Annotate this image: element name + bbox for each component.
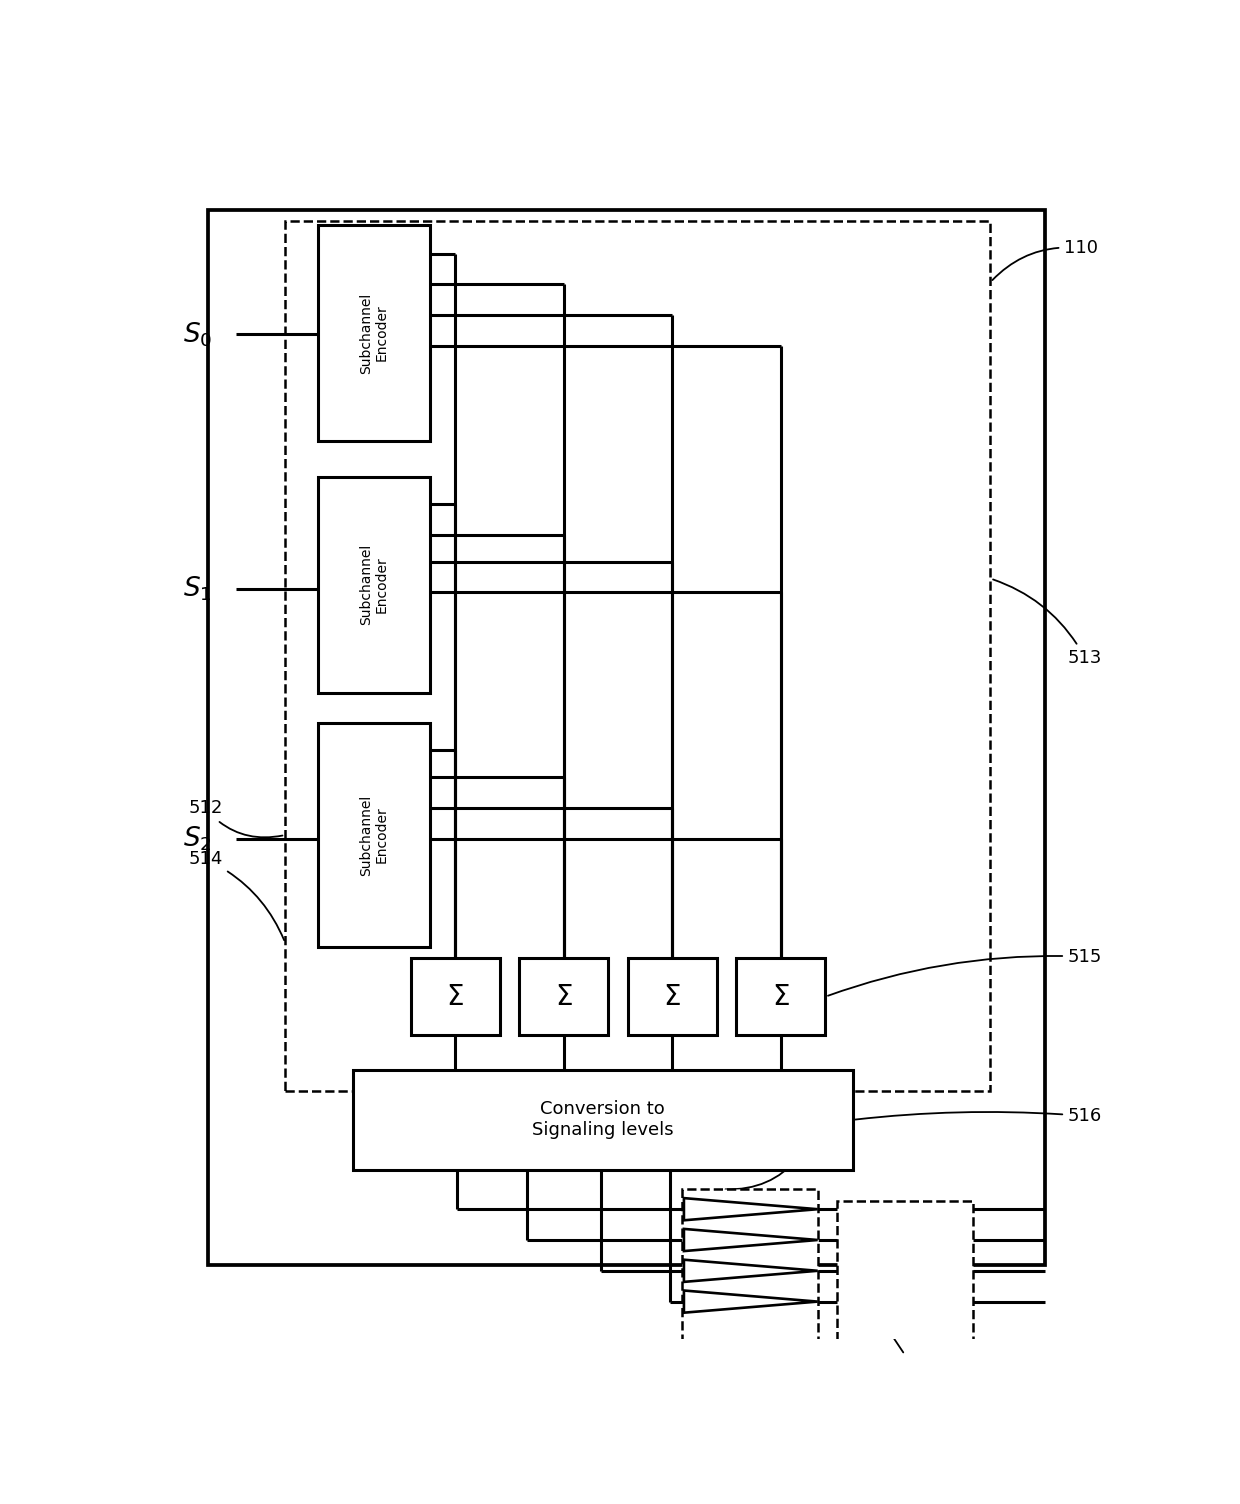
Text: 513: 513 xyxy=(993,579,1102,666)
Bar xyxy=(317,477,430,692)
Bar xyxy=(737,958,826,1035)
Text: $S_2$: $S_2$ xyxy=(184,824,212,853)
Text: Conversion to
Signaling levels: Conversion to Signaling levels xyxy=(532,1101,673,1140)
Bar xyxy=(410,958,500,1035)
Bar xyxy=(352,1069,853,1170)
Bar xyxy=(317,226,430,441)
Text: $\Sigma$: $\Sigma$ xyxy=(556,982,573,1011)
Text: $S_0$: $S_0$ xyxy=(184,320,212,349)
Text: 515: 515 xyxy=(828,948,1102,996)
Text: $\Sigma$: $\Sigma$ xyxy=(446,982,464,1011)
Text: Subchannel
Encoder: Subchannel Encoder xyxy=(358,794,389,875)
Bar xyxy=(682,1190,817,1355)
Text: Subchannel
Encoder: Subchannel Encoder xyxy=(358,544,389,626)
Bar xyxy=(520,958,609,1035)
Bar xyxy=(207,209,1044,1265)
Text: 516: 516 xyxy=(856,1107,1102,1125)
Text: 110: 110 xyxy=(992,239,1099,280)
Text: $\Sigma$: $\Sigma$ xyxy=(663,982,681,1011)
Bar xyxy=(317,723,430,946)
Text: 512: 512 xyxy=(188,800,283,838)
Bar xyxy=(285,221,991,1090)
Bar xyxy=(627,958,717,1035)
Text: 514: 514 xyxy=(188,850,284,940)
Text: $\Sigma$: $\Sigma$ xyxy=(773,982,790,1011)
Text: $S_1$: $S_1$ xyxy=(184,575,212,603)
Text: Subchannel
Encoder: Subchannel Encoder xyxy=(358,292,389,373)
Bar xyxy=(837,1200,972,1355)
Text: 120: 120 xyxy=(867,1314,903,1352)
Text: 518: 518 xyxy=(725,1136,825,1190)
